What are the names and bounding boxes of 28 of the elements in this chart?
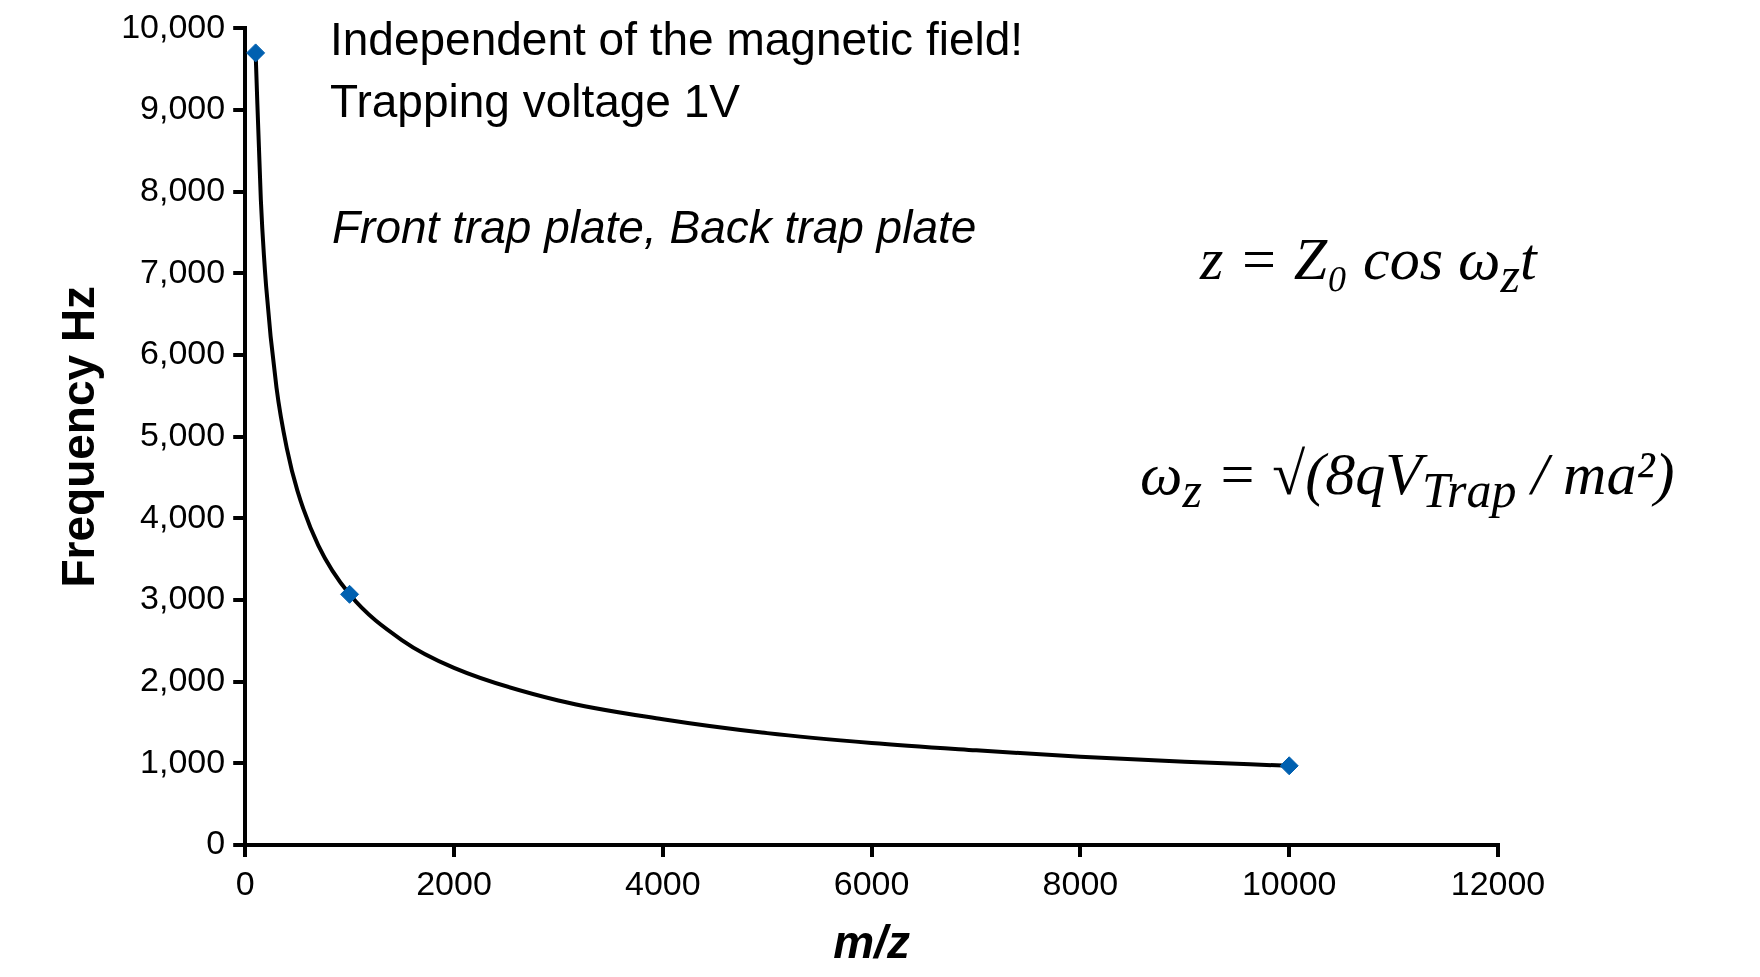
y-tick-label: 1,000 [140, 741, 226, 780]
point [1279, 756, 1299, 776]
annotation: Front trap plate, Back trap plate [332, 200, 977, 254]
point [246, 43, 266, 63]
y-tick-label: 4,000 [140, 496, 226, 535]
y-tick-label: 10,000 [121, 6, 226, 45]
y-tick-label: 9,000 [140, 88, 226, 127]
y-tick-label: 2,000 [140, 660, 226, 699]
annotation: ω$_{z}$ = √(8qV$_{Trap}$ / ma²) [1140, 440, 1675, 519]
annotation: Independent of the magnetic field! [330, 12, 1024, 66]
y-tick-label: 0 [206, 823, 226, 862]
y-tick-label: 3,000 [140, 578, 226, 617]
annotation: z = Z₀ cos ω$_{z}$t [1200, 225, 1537, 304]
x-tick-label: 12000 [1450, 863, 1546, 902]
y-tick-label: 8,000 [140, 170, 226, 209]
x-tick-label: 6000 [833, 863, 910, 902]
x-tick-label: 8000 [1042, 863, 1119, 902]
annotation: Trapping voltage 1V [330, 74, 741, 128]
x-tick-label: 0 [235, 863, 255, 902]
point [340, 584, 360, 604]
y-axis-title: Frequency Hz [52, 285, 105, 588]
x-axis-title: m/z [833, 916, 910, 969]
x-tick-label: 10000 [1241, 863, 1337, 902]
y-tick-label: 6,000 [140, 333, 226, 372]
x-tick-label: 2000 [416, 863, 492, 902]
y-tick-label: 5,000 [140, 415, 226, 454]
y-tick-label: 7,000 [140, 251, 226, 290]
x-tick-label: 4000 [624, 863, 701, 902]
